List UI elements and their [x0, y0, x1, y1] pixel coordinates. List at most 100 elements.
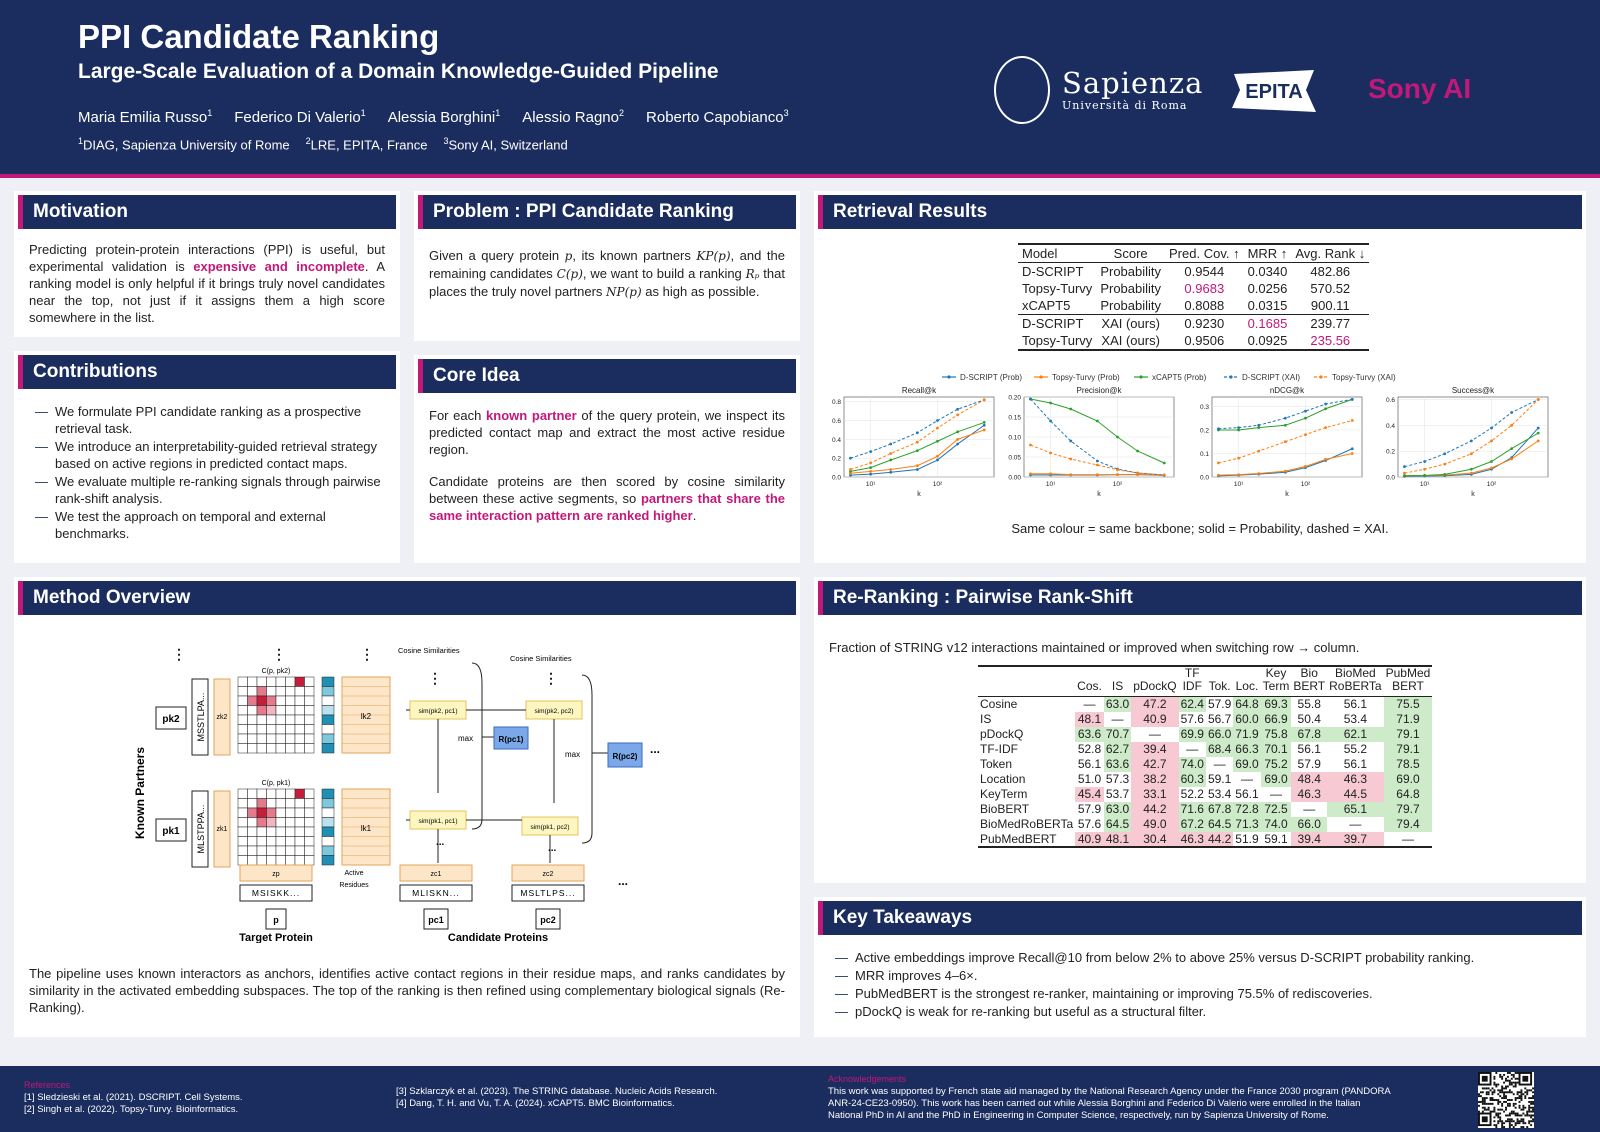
table-row: BioBERT 57.9 63.0 44.2 71.6 67.8 72.8 72.5 — 65.1… — [978, 801, 1433, 817]
table-cell: — — [1349, 817, 1362, 831]
y-tick-label: 0.20 — [1008, 395, 1021, 402]
svg-text:pk1: pk1 — [162, 826, 180, 837]
retrieval-panel: Retrieval Results Model Score Pred. Cov.… — [814, 191, 1586, 563]
affiliation: 2LRE, EPITA, France — [305, 136, 428, 153]
qr-code[interactable] — [1478, 1072, 1534, 1128]
y-tick-label: 0.6 — [832, 418, 841, 425]
table-cell: — — [1269, 787, 1282, 801]
data-point — [1283, 423, 1287, 427]
x-tick-label: 10² — [1301, 481, 1311, 488]
svg-text:sim(pk2, pc2): sim(pk2, pc2) — [534, 708, 573, 715]
table-cell: 67.8 — [1291, 726, 1328, 742]
data-point — [1237, 473, 1241, 477]
data-point — [1283, 469, 1287, 473]
table-cell: 42.7 — [1131, 756, 1179, 772]
author: Roberto Capobianco3 — [646, 108, 789, 126]
pk2-box — [155, 706, 187, 730]
column-header: IS — [1111, 679, 1124, 693]
data-point — [1423, 474, 1427, 477]
data-point — [1237, 426, 1241, 429]
rerank-title: Re-Ranking : Pairwise Rank-Shift — [818, 581, 1582, 615]
table-cell: 64.5 — [1205, 816, 1234, 832]
table-cell: 53.7 — [1103, 786, 1132, 802]
column-header: Score — [1113, 246, 1148, 261]
data-point — [1510, 423, 1514, 427]
legend-entry: Topsy-Turvy (Prob) — [1034, 373, 1120, 382]
data-point — [889, 442, 893, 446]
y-tick-label: 0.15 — [1008, 415, 1021, 422]
poster-header: PPI Candidate Ranking Large-Scale Evalua… — [0, 0, 1600, 178]
table-row: D-SCRIPT Probability 0.9544 0.0340 482.86 — [1022, 264, 1351, 279]
y-tick-label: 0.2 — [1200, 427, 1209, 434]
table-cell: 44.2 — [1131, 801, 1179, 817]
list-item: We introduce an interpretability-guided … — [29, 438, 385, 472]
plot-area — [843, 396, 995, 478]
data-point — [889, 470, 893, 474]
legend-entry: Topsy-Turvy (XAI) — [1314, 373, 1396, 382]
svg-text:zc1: zc1 — [431, 871, 442, 878]
motivation-panel: Motivation Predicting protein-protein in… — [14, 191, 400, 337]
svg-text:xCAPT5 (Prob): xCAPT5 (Prob) — [1152, 373, 1207, 382]
table-cell: 63.0 — [1103, 801, 1132, 817]
table-cell: 79.4 — [1383, 816, 1433, 832]
y-tick-label: 0.0 — [1200, 475, 1209, 482]
svg-text:...: ... — [548, 843, 557, 854]
table-cell: 64.8 — [1233, 696, 1261, 712]
sony-ai-logo: Sony AI — [1368, 73, 1472, 104]
ellipsis: ⋮ — [428, 670, 442, 686]
table-cell: 79.7 — [1383, 801, 1433, 817]
row-label: BioBERT — [980, 802, 1030, 816]
table-cell: — — [1213, 757, 1226, 771]
table-cell: 47.2 — [1131, 696, 1179, 712]
retrieval-table: Model Score Pred. Cov. ↑ MRR ↑ Avg. Rank… — [1018, 243, 1370, 351]
data-point — [1162, 473, 1166, 477]
ellipsis: ⋮ — [172, 646, 186, 662]
column-header: Bio BERT — [1293, 666, 1326, 693]
data-point — [956, 413, 960, 417]
table-cell: 79.1 — [1383, 741, 1433, 757]
sapienza-logo-text: Sapienza — [1062, 66, 1204, 100]
table-cell: 62.1 — [1327, 726, 1384, 742]
author: Alessia Borghini1 — [387, 108, 501, 126]
rerank-panel: Re-Ranking : Pairwise Rank-Shift Fractio… — [814, 577, 1586, 883]
y-tick-label: 0.3 — [1200, 404, 1209, 411]
data-point — [1116, 468, 1119, 472]
data-point — [915, 440, 919, 444]
data-point — [1350, 447, 1354, 451]
table-header-row: Cos. IS pDockQ TF IDF Tok. Loc. Key Term Bio BERT B… — [978, 666, 1433, 697]
column-header: Tok. — [1208, 679, 1231, 693]
data-point — [1069, 457, 1073, 461]
chart-title: Recall@k — [902, 386, 937, 395]
data-point — [956, 442, 960, 446]
sequence-box — [511, 884, 585, 902]
table-row: D-SCRIPT XAI (ours) 0.9230 0.1685 239.77 — [1022, 316, 1351, 331]
svg-text:sim(pk2, pc1): sim(pk2, pc1) — [418, 708, 457, 715]
target-protein-label: Target Protein — [239, 932, 313, 943]
table-cell: 55.2 — [1327, 741, 1384, 757]
reference: [1] Sledzieski et al. (2021). DSCRIPT. C… — [24, 1092, 243, 1103]
row-label: Token — [980, 757, 1013, 771]
data-point — [1403, 465, 1406, 469]
sequence-box — [191, 790, 209, 868]
table-cell: 39.4 — [1291, 831, 1328, 847]
data-point — [1469, 452, 1473, 456]
data-point — [1257, 472, 1261, 475]
data-point — [1162, 461, 1166, 465]
column-header — [978, 666, 1075, 697]
method-pipeline-diagram: ⋮ ⋮ ⋮ ⋮ ⋮ Known Partners pk2 pk1 MSSTLPA… — [133, 646, 660, 943]
data-point — [1510, 447, 1514, 451]
table-cell: 74.0 — [1178, 756, 1206, 772]
table-cell: 44.2 — [1205, 831, 1234, 847]
candidate-protein-box — [535, 908, 561, 930]
data-point — [869, 472, 873, 476]
table-cell: 72.5 — [1260, 801, 1292, 817]
legend-entry: xCAPT5 (Prob) — [1134, 373, 1207, 382]
column-header: Cos. — [1077, 679, 1102, 693]
column-header: MRR ↑ — [1247, 246, 1288, 261]
data-point — [1443, 452, 1447, 456]
table-cell: 71.9 — [1383, 711, 1433, 727]
data-point — [982, 398, 986, 402]
table-cell: 56.1 — [1233, 786, 1261, 802]
data-point — [1304, 465, 1307, 468]
data-point — [869, 461, 873, 465]
